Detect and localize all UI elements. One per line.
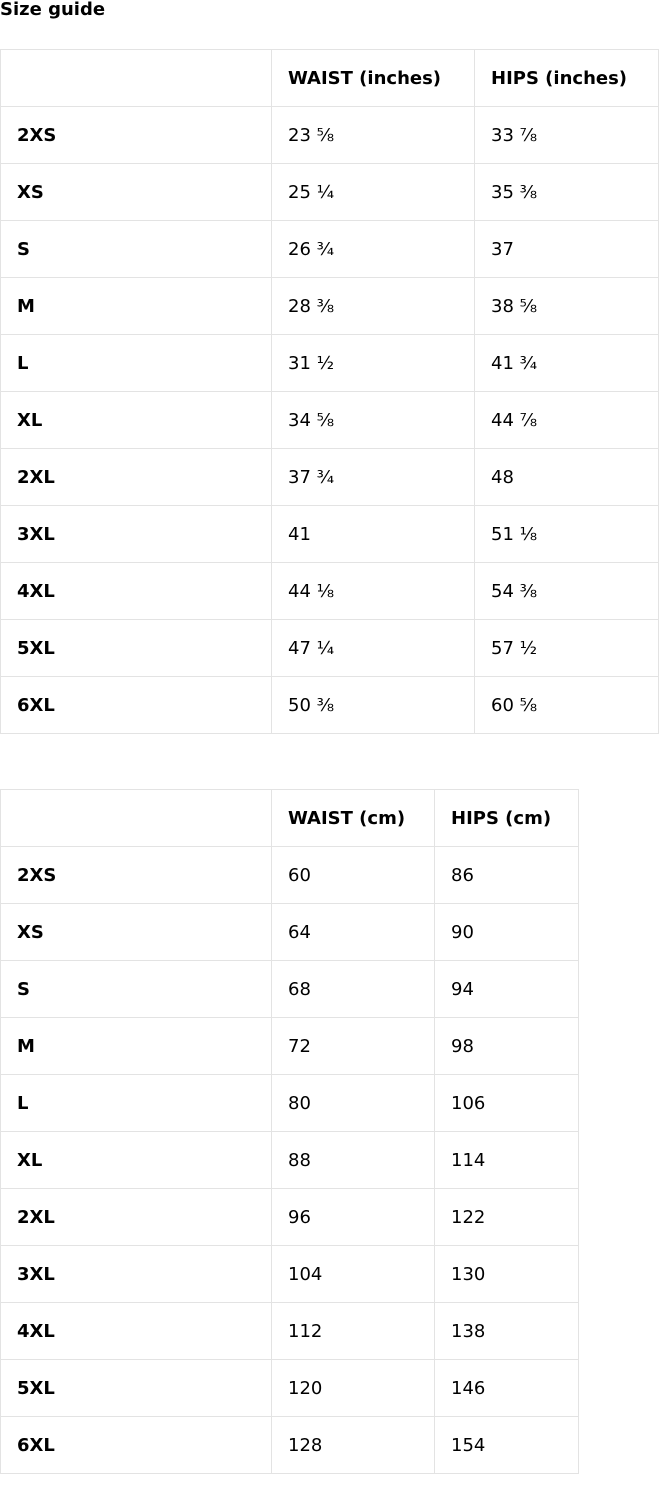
waist-value: 72 [271,1017,435,1075]
hips-value: 35 ⅜ [474,163,659,221]
waist-value: 50 ⅜ [271,676,475,734]
size-label: XS [0,903,272,961]
size-label: 3XL [0,1245,272,1303]
hips-value: 57 ½ [474,619,659,677]
hips-value: 60 ⅝ [474,676,659,734]
table-row: XL 34 ⅝ 44 ⅞ [0,391,659,449]
hips-value: 114 [434,1131,579,1189]
size-label: 5XL [0,1359,272,1417]
hips-value: 44 ⅞ [474,391,659,449]
waist-value: 26 ¾ [271,220,475,278]
size-label: M [0,277,272,335]
size-label: M [0,1017,272,1075]
table-header-row: WAIST (cm) HIPS (cm) [0,789,579,847]
size-label: L [0,334,272,392]
table-row: XL 88 114 [0,1131,579,1189]
hips-value: 146 [434,1359,579,1417]
hips-value: 86 [434,846,579,904]
size-label: 4XL [0,1302,272,1360]
column-header [0,789,272,847]
table-row: XS 25 ¼ 35 ⅜ [0,163,659,221]
hips-value: 37 [474,220,659,278]
size-label: 2XS [0,846,272,904]
table-row: 3XL 41 51 ⅛ [0,505,659,563]
size-label: 2XL [0,448,272,506]
size-label: 2XL [0,1188,272,1246]
table-row: 2XL 37 ¾ 48 [0,448,659,506]
table-row: 2XL 96 122 [0,1188,579,1246]
hips-value: 38 ⅝ [474,277,659,335]
waist-value: 47 ¼ [271,619,475,677]
table-header-row: WAIST (inches) HIPS (inches) [0,49,659,107]
table-row: 4XL 44 ⅛ 54 ⅜ [0,562,659,620]
table-row: 4XL 112 138 [0,1302,579,1360]
table-row: 3XL 104 130 [0,1245,579,1303]
size-label: XL [0,1131,272,1189]
waist-value: 37 ¾ [271,448,475,506]
hips-value: 130 [434,1245,579,1303]
column-header: HIPS (inches) [474,49,659,107]
waist-value: 41 [271,505,475,563]
waist-value: 25 ¼ [271,163,475,221]
column-header: HIPS (cm) [434,789,579,847]
hips-value: 33 ⅞ [474,106,659,164]
hips-value: 138 [434,1302,579,1360]
hips-value: 51 ⅛ [474,505,659,563]
column-header: WAIST (cm) [271,789,435,847]
table-row: L 31 ½ 41 ¾ [0,334,659,392]
size-label: XL [0,391,272,449]
waist-value: 23 ⅝ [271,106,475,164]
waist-value: 64 [271,903,435,961]
hips-value: 54 ⅜ [474,562,659,620]
table-row: 6XL 50 ⅜ 60 ⅝ [0,676,659,734]
table-row: M 28 ⅜ 38 ⅝ [0,277,659,335]
size-label: 2XS [0,106,272,164]
waist-value: 96 [271,1188,435,1246]
size-label: 6XL [0,676,272,734]
table-row: M 72 98 [0,1017,579,1075]
waist-value: 28 ⅜ [271,277,475,335]
waist-value: 68 [271,960,435,1018]
size-label: L [0,1074,272,1132]
hips-value: 90 [434,903,579,961]
size-label: S [0,960,272,1018]
hips-value: 154 [434,1416,579,1474]
size-label: 4XL [0,562,272,620]
waist-value: 88 [271,1131,435,1189]
waist-value: 34 ⅝ [271,391,475,449]
hips-value: 122 [434,1188,579,1246]
size-label: XS [0,163,272,221]
hips-value: 94 [434,960,579,1018]
waist-value: 60 [271,846,435,904]
hips-value: 41 ¾ [474,334,659,392]
column-header [0,49,272,107]
table-row: 2XS 23 ⅝ 33 ⅞ [0,106,659,164]
waist-value: 44 ⅛ [271,562,475,620]
waist-value: 80 [271,1074,435,1132]
waist-value: 31 ½ [271,334,475,392]
size-label: S [0,220,272,278]
waist-value: 120 [271,1359,435,1417]
size-label: 6XL [0,1416,272,1474]
size-label: 5XL [0,619,272,677]
size-label: 3XL [0,505,272,563]
waist-value: 112 [271,1302,435,1360]
table-row: L 80 106 [0,1074,579,1132]
column-header: WAIST (inches) [271,49,475,107]
size-table-cm: WAIST (cm) HIPS (cm) 2XS 60 86 XS 64 90 S 68 94 M 7… [0,789,579,1474]
page-title: Size guide [0,0,106,20]
hips-value: 48 [474,448,659,506]
table-row: 5XL 47 ¼ 57 ½ [0,619,659,677]
table-row: XS 64 90 [0,903,579,961]
table-row: 2XS 60 86 [0,846,579,904]
hips-value: 106 [434,1074,579,1132]
table-row: 5XL 120 146 [0,1359,579,1417]
table-row: S 26 ¾ 37 [0,220,659,278]
waist-value: 104 [271,1245,435,1303]
hips-value: 98 [434,1017,579,1075]
table-row: S 68 94 [0,960,579,1018]
table-row: 6XL 128 154 [0,1416,579,1474]
waist-value: 128 [271,1416,435,1474]
